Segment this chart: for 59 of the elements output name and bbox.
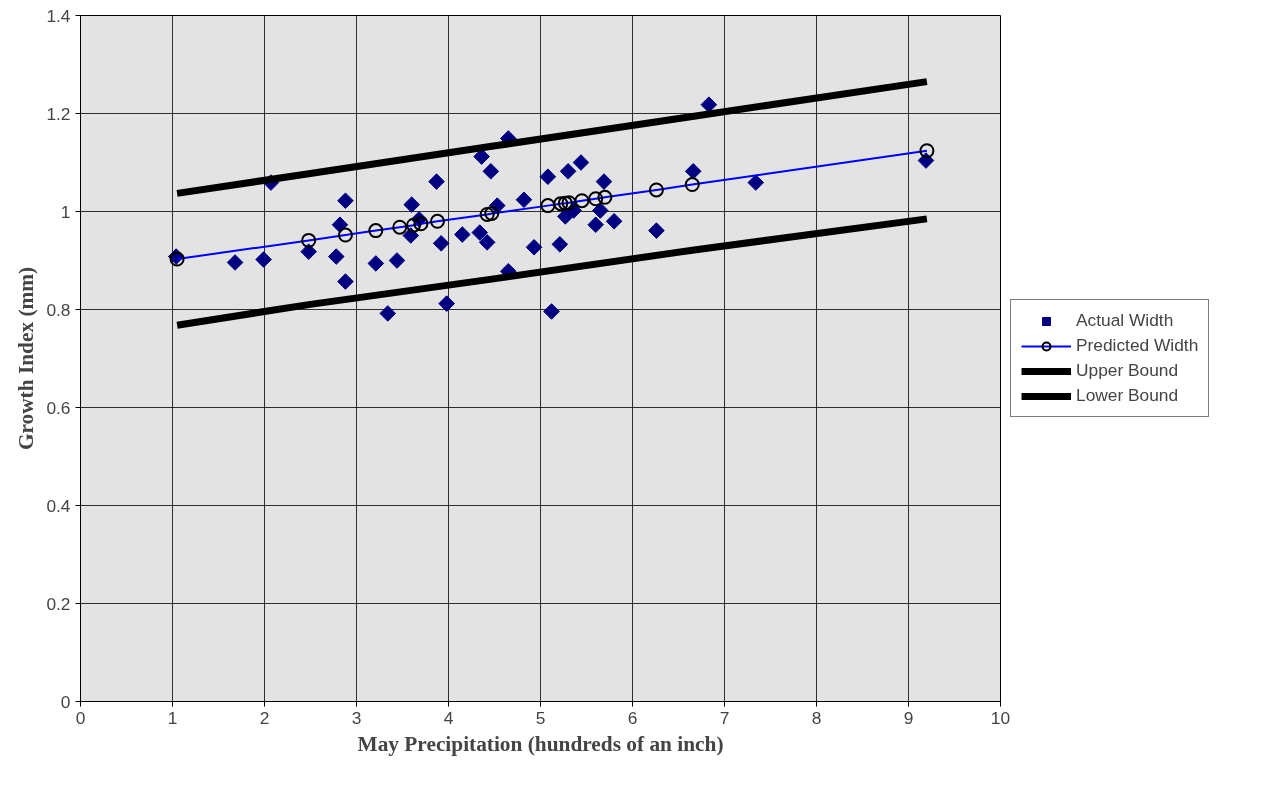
x-tick-label: 1: [167, 707, 178, 728]
legend-label: Upper Bound: [1076, 360, 1179, 381]
x-axis-title: May Precipitation (hundreds of an inch): [357, 731, 724, 756]
point: [605, 213, 623, 230]
point: [648, 222, 665, 239]
x-tick-label: 6: [627, 707, 638, 728]
legend-label: Predicted Width: [1076, 335, 1199, 356]
point: [595, 173, 613, 190]
point: [543, 303, 560, 320]
point: [337, 192, 354, 209]
x-tick-label: 7: [719, 707, 730, 728]
y-tick-label: 0.4: [46, 495, 71, 516]
point: [454, 226, 471, 243]
point: [525, 238, 543, 256]
point: [539, 168, 557, 185]
point: [403, 196, 420, 213]
point: [367, 255, 385, 272]
point: [551, 236, 569, 253]
point: [331, 216, 349, 234]
point: [572, 154, 590, 171]
point: [379, 305, 397, 322]
point: [478, 234, 496, 251]
point: [471, 224, 489, 241]
y-tick-label: 1: [60, 201, 71, 222]
y-axis-title: Growth Index (mm): [14, 266, 39, 451]
point: [428, 173, 445, 190]
point: [747, 174, 765, 191]
x-tick-label: 9: [903, 707, 914, 728]
x-tick-label: 5: [535, 707, 546, 728]
x-tick-label: 10: [990, 707, 1011, 728]
x-tick-label: 2: [259, 707, 270, 728]
x-tick-label: 4: [443, 707, 454, 728]
point: [559, 163, 577, 180]
point: [482, 163, 500, 180]
legend-label: Lower Bound: [1076, 385, 1179, 406]
y-tick-label: 1.4: [46, 5, 71, 26]
x-tick-label: 3: [351, 707, 362, 728]
y-tick-label: 0.2: [46, 593, 71, 614]
point: [592, 202, 609, 219]
point: [255, 251, 272, 268]
y-tick-label: 0.8: [46, 299, 71, 320]
point: [432, 235, 450, 252]
point: [337, 273, 354, 290]
point: [388, 252, 406, 269]
point: [587, 216, 604, 234]
point: [438, 295, 455, 312]
x-tick-label: 0: [75, 707, 86, 728]
point: [300, 243, 317, 260]
point: [226, 254, 244, 271]
x-tick-label: 8: [811, 707, 822, 728]
y-tick-label: 0: [60, 691, 71, 712]
legend-label: Actual Width: [1076, 310, 1174, 331]
point: [515, 191, 533, 209]
y-tick-label: 0.6: [46, 397, 71, 418]
point: [700, 96, 718, 113]
y-tick-label: 1.2: [46, 103, 71, 124]
point: [327, 248, 345, 265]
point: [684, 163, 702, 180]
point: [402, 227, 420, 244]
